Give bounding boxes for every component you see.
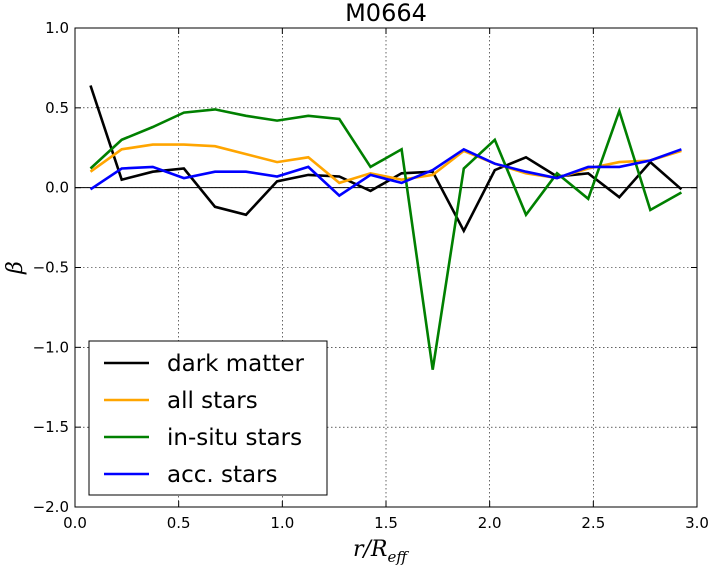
- ticks-layer: 0.0 0.5 1.0 1.5 2.0 2.5 3.0 1.0 0.5 0.0 −0.5 −1.0 −1…: [33, 19, 708, 532]
- y-tick-label: −1.0: [33, 338, 69, 356]
- y-tick-label: 0.0: [45, 179, 69, 197]
- y-tick-label: −0.5: [33, 259, 69, 277]
- x-tick-label: 2.5: [581, 514, 605, 532]
- x-tick-label: 0.5: [167, 514, 191, 532]
- y-tick-label: 0.5: [45, 99, 69, 117]
- y-tick-label: 1.0: [45, 19, 69, 37]
- series-line-acc-stars: [89, 147, 682, 198]
- legend-label: dark matter: [167, 351, 304, 377]
- legend-label: all stars: [167, 388, 258, 414]
- x-tick-label: 3.0: [685, 514, 708, 532]
- x-axis-label-subscript: eff: [387, 548, 409, 566]
- x-axis-label-main: r/R: [353, 537, 388, 562]
- y-axis-label: β: [3, 261, 28, 275]
- series-line-in-situ-stars: [89, 106, 683, 370]
- x-tick-label: 2.0: [478, 514, 502, 532]
- series-line-dark-matter: [89, 85, 683, 234]
- x-tick-label: 1.0: [270, 514, 294, 532]
- legend-box: [88, 340, 328, 496]
- y-tick-label: −2.0: [33, 498, 69, 516]
- x-tick-label: 0.0: [63, 514, 87, 532]
- legend: dark matter all stars in-situ stars acc. st…: [88, 340, 328, 496]
- legend-label: acc. stars: [167, 462, 278, 488]
- series-layer: [89, 85, 683, 370]
- x-axis-label: r/Reff: [353, 537, 409, 566]
- legend-label: in-situ stars: [167, 425, 302, 451]
- chart-title: M0664: [345, 0, 427, 27]
- y-tick-label: −1.5: [33, 418, 69, 436]
- x-tick-label: 1.5: [374, 514, 398, 532]
